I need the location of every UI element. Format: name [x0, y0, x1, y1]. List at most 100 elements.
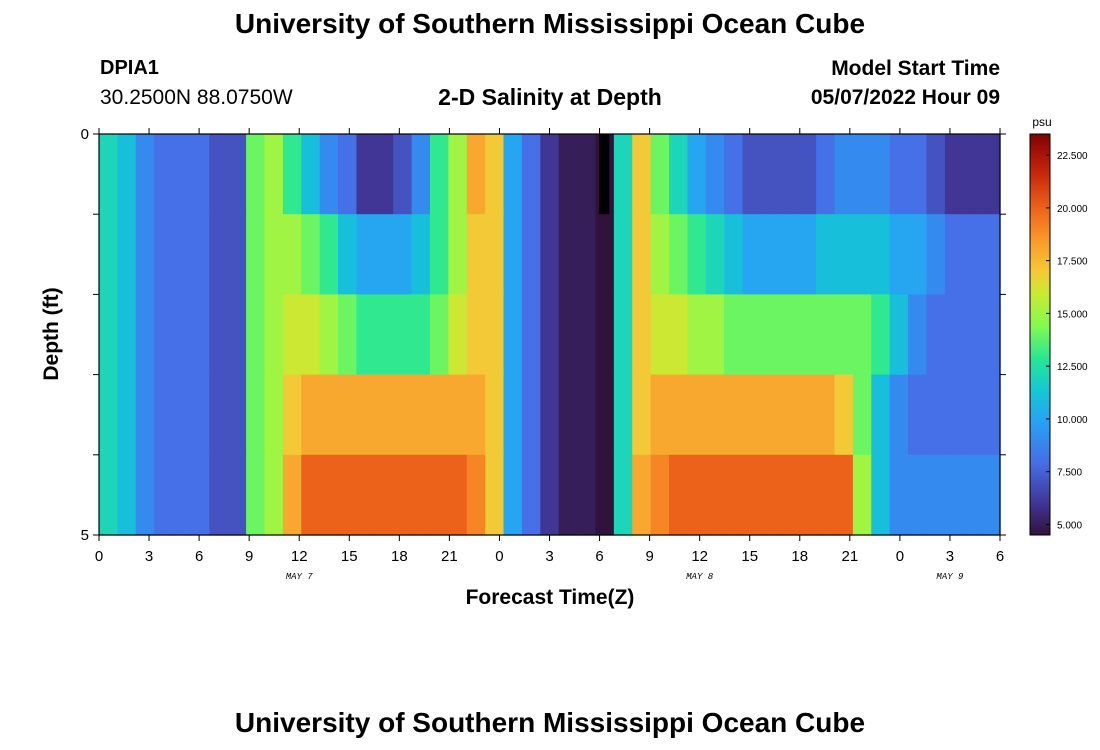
- heatmap-cell: [374, 134, 394, 215]
- heatmap-cell: [411, 214, 431, 295]
- x-axis: 0 3 6 9 12 15 18 21 0 3 6 9 12 15 18 21 0 3 6 MAY 7 MAY 8 MAY…: [95, 128, 1004, 582]
- x-tick-label: 15: [741, 548, 758, 565]
- heatmap-cell: [981, 214, 1001, 295]
- heatmap-cell: [944, 294, 964, 376]
- heatmap-cell: [742, 454, 762, 536]
- heatmap-cell: [613, 214, 633, 295]
- heatmap-cell: [540, 294, 560, 376]
- heatmap-cell: [246, 134, 266, 215]
- heatmap-cell: [246, 374, 266, 456]
- heatmap-cell: [797, 374, 817, 456]
- heatmap-cell: [154, 454, 174, 536]
- page-title: University of Southern Mississippi Ocean…: [234, 8, 866, 39]
- colorbar-tick-label: 20.000: [1057, 204, 1088, 215]
- heatmap-cell: [485, 374, 505, 456]
- x-tick-label: 6: [996, 548, 1004, 565]
- heatmap-cell: [834, 134, 854, 215]
- heatmap-cell: [117, 214, 137, 295]
- colorbar-tick-label: 10.000: [1057, 415, 1088, 426]
- heatmap-cell: [632, 454, 652, 536]
- heatmap-cell: [852, 374, 872, 456]
- heatmap-cell: [503, 374, 523, 456]
- y-axis-title: Depth (ft): [40, 287, 63, 380]
- heatmap-cell: [724, 294, 744, 376]
- heatmap-cell: [908, 294, 928, 376]
- heatmap-cell: [797, 294, 817, 376]
- heatmap-cell: [393, 214, 413, 295]
- heatmap-cell: [650, 454, 670, 536]
- heatmap-cell: [742, 374, 762, 456]
- heatmap-cell: [227, 374, 247, 456]
- heatmap-cell: [521, 374, 541, 456]
- heatmap-cell: [319, 134, 339, 215]
- heatmap-cell: [834, 454, 854, 536]
- heatmap-cell: [724, 134, 744, 215]
- x-tick-label: 0: [896, 548, 904, 565]
- heatmap-cell: [246, 214, 266, 295]
- colorbar-tick-label: 7.500: [1057, 468, 1082, 479]
- heatmap-cell: [411, 454, 431, 536]
- heatmap-cell: [963, 294, 983, 376]
- station-coordinates: 30.2500N 88.0750W: [100, 86, 293, 109]
- heatmap-cell: [540, 134, 560, 215]
- heatmap-cell: [981, 134, 1001, 215]
- x-tick-label: 12: [691, 548, 708, 565]
- heatmap-cell: [760, 214, 780, 295]
- colorbar-tick-label: 17.500: [1057, 257, 1088, 268]
- heatmap-cell: [871, 134, 891, 215]
- heatmap-cell: [301, 134, 321, 215]
- heatmap-cell: [485, 454, 505, 536]
- colorbar-tick-label: 15.000: [1057, 309, 1088, 320]
- heatmap-cell: [429, 294, 449, 376]
- heatmap-cell: [669, 294, 689, 376]
- heatmap-cell: [209, 374, 229, 456]
- heatmap-cell: [264, 454, 284, 536]
- chart-subtitle: 2-D Salinity at Depth: [438, 84, 662, 110]
- heatmap-cell: [871, 214, 891, 295]
- heatmap-cell: [926, 454, 946, 536]
- heatmap-cell: [117, 454, 137, 536]
- heatmap-cell: [669, 374, 689, 456]
- heatmap-cell: [871, 454, 891, 536]
- x-tick-label: 3: [145, 548, 153, 565]
- heatmap-cell: [779, 134, 799, 215]
- heatmap-cell: [301, 374, 321, 456]
- heatmap-cell: [264, 374, 284, 456]
- x-tick-label: 6: [595, 548, 603, 565]
- heatmap-cell: [981, 454, 1001, 536]
- heatmap-cell: [154, 134, 174, 215]
- x-tick-label: 9: [645, 548, 653, 565]
- heatmap-cell: [135, 214, 155, 295]
- heatmap-cell: [926, 294, 946, 376]
- repeat-title: University of Southern Mississippi Ocean…: [234, 707, 866, 738]
- heatmap-cell: [301, 214, 321, 295]
- heatmap-cell: [889, 374, 909, 456]
- heatmap-cell: [190, 374, 210, 456]
- heatmap-cell: [466, 134, 486, 215]
- heatmap-cell: [687, 454, 707, 536]
- heatmap-cell: [411, 374, 431, 456]
- heatmap-cell: [319, 454, 339, 536]
- heatmap-cell: [632, 374, 652, 456]
- heatmap-cell: [613, 134, 633, 215]
- heatmap-cells: [99, 134, 1001, 536]
- heatmap-cell: [190, 134, 210, 215]
- colorbar-tick-label: 12.500: [1057, 362, 1088, 373]
- heatmap-cell: [429, 134, 449, 215]
- station-id: DPIA1: [100, 57, 159, 79]
- colorbar-tick-label: 5.000: [1057, 520, 1082, 531]
- heatmap-cell: [595, 294, 615, 376]
- heatmap-cell: [577, 454, 597, 536]
- heatmap-cell: [282, 134, 302, 215]
- heatmap-cell: [356, 374, 376, 456]
- colorbar-gradient: [1029, 133, 1051, 536]
- heatmap-cell: [834, 214, 854, 295]
- heatmap-cell: [99, 214, 118, 295]
- heatmap-cell: [448, 374, 468, 456]
- heatmap-cell: [742, 214, 762, 295]
- heatmap-cell: [852, 134, 872, 215]
- heatmap-cell: [724, 214, 744, 295]
- heatmap-cell: [338, 454, 358, 536]
- heatmap-cell: [558, 374, 578, 456]
